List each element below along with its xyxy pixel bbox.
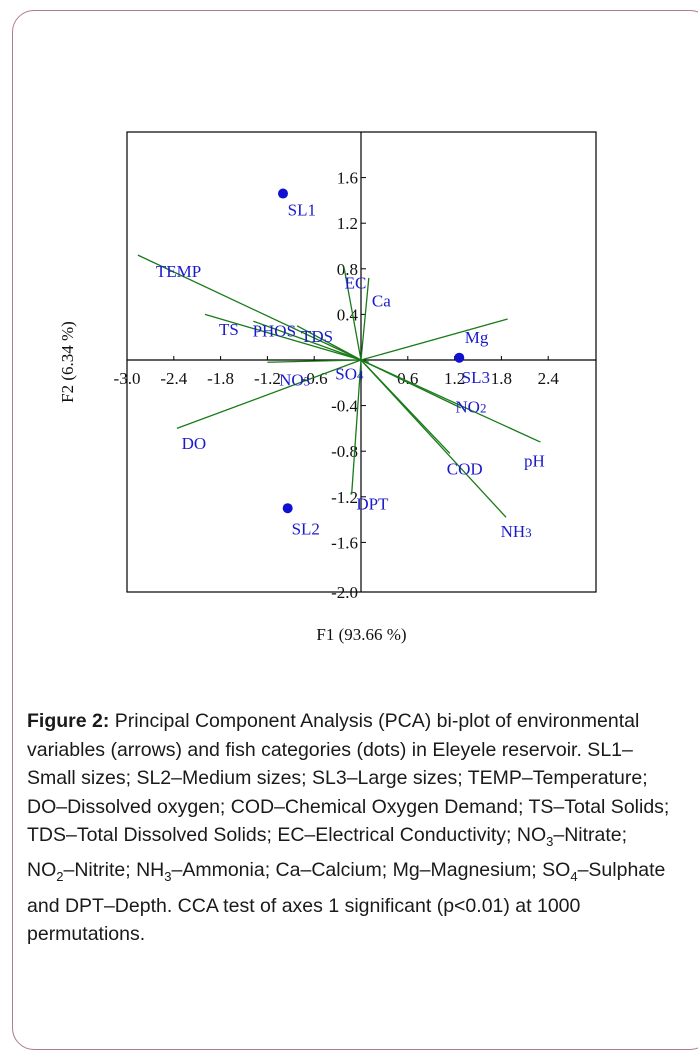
y-axis-title: F2 (6.34 %) xyxy=(58,321,77,403)
y-tick-label: 1.2 xyxy=(337,214,358,233)
figure-caption: Figure 2: Principal Component Analysis (… xyxy=(27,707,677,949)
vector-label-ec: EC xyxy=(345,273,367,292)
point-label-sl2: SL2 xyxy=(292,520,320,539)
vector-do xyxy=(176,359,362,430)
vector-label-no2: NO2 xyxy=(455,398,486,417)
point-sl3 xyxy=(454,352,465,363)
vector-label-dpt: DPT xyxy=(356,495,389,514)
vector-temp xyxy=(137,254,362,361)
x-tick-label: -0.6 xyxy=(301,369,328,388)
vector-ph xyxy=(360,359,541,443)
point-label-sl1: SL1 xyxy=(288,201,316,220)
point-label-sl3: SL3 xyxy=(462,368,490,387)
y-tick-label: -0.8 xyxy=(331,442,358,461)
y-tick-label: -1.6 xyxy=(331,533,358,552)
x-axis-title: F1 (93.66 %) xyxy=(316,625,406,644)
vector-dpt xyxy=(350,359,362,495)
vector-ts xyxy=(204,313,362,361)
vector-label-ts: TS xyxy=(219,320,239,339)
chart-svg: -3.0 -2.4 -1.8 -1.2 -0.6 0.6 1.2 1.8 2.41.61.20.… xyxy=(58,131,597,644)
y-tick-label: -1.2 xyxy=(331,488,358,507)
vector-phos xyxy=(253,320,362,361)
vector-label-do: DO xyxy=(182,434,207,453)
vector-label-phos: PHOS xyxy=(253,321,296,340)
y-tick-label: 0.8 xyxy=(337,260,358,279)
y-tick-label: 1.6 xyxy=(337,169,358,188)
vector-ca xyxy=(360,277,370,361)
vector-label-nh3: NH3 xyxy=(501,522,532,541)
x-tick-label: -3.0 xyxy=(114,369,141,388)
vector-ec xyxy=(343,266,362,361)
vector-label-so4: SO4 xyxy=(335,365,364,384)
y-tick-label: -0.4 xyxy=(331,397,358,416)
vector-label-ca: Ca xyxy=(372,292,391,311)
x-tick-label: -2.4 xyxy=(160,369,187,388)
x-tick-label: -1.2 xyxy=(254,369,281,388)
vector-label-tds: TDS xyxy=(301,327,333,346)
pca-biplot-chart: -3.0 -2.4 -1.8 -1.2 -0.6 0.6 1.2 1.8 2.4 1.6 1.2 0.… xyxy=(58,131,597,644)
caption-label: Figure 2: xyxy=(27,710,110,732)
vector-label-mg: Mg xyxy=(465,328,489,347)
vector-label-temp: TEMP xyxy=(156,262,201,281)
point-sl2 xyxy=(282,503,293,514)
vector-label-no3: NO3 xyxy=(279,370,310,389)
vector-nh3 xyxy=(360,359,507,518)
x-tick-label: -1.8 xyxy=(207,369,234,388)
vector-label-ph: pH xyxy=(524,451,545,470)
x-tick-label: 1.2 xyxy=(444,369,465,388)
vector-no3 xyxy=(267,359,362,363)
point-sl1 xyxy=(278,188,288,199)
x-tick-label: 2.4 xyxy=(538,369,560,388)
x-tick-label: 1.8 xyxy=(491,369,512,388)
y-tick-label: 0.4 xyxy=(337,305,359,324)
vector-tds xyxy=(296,325,362,361)
y-tick-label: -2.0 xyxy=(331,583,358,602)
vector-label-cod: COD xyxy=(447,459,483,478)
vector-mg xyxy=(360,318,508,361)
caption-text: Principal Component Analysis (PCA) bi-pl… xyxy=(27,710,670,946)
